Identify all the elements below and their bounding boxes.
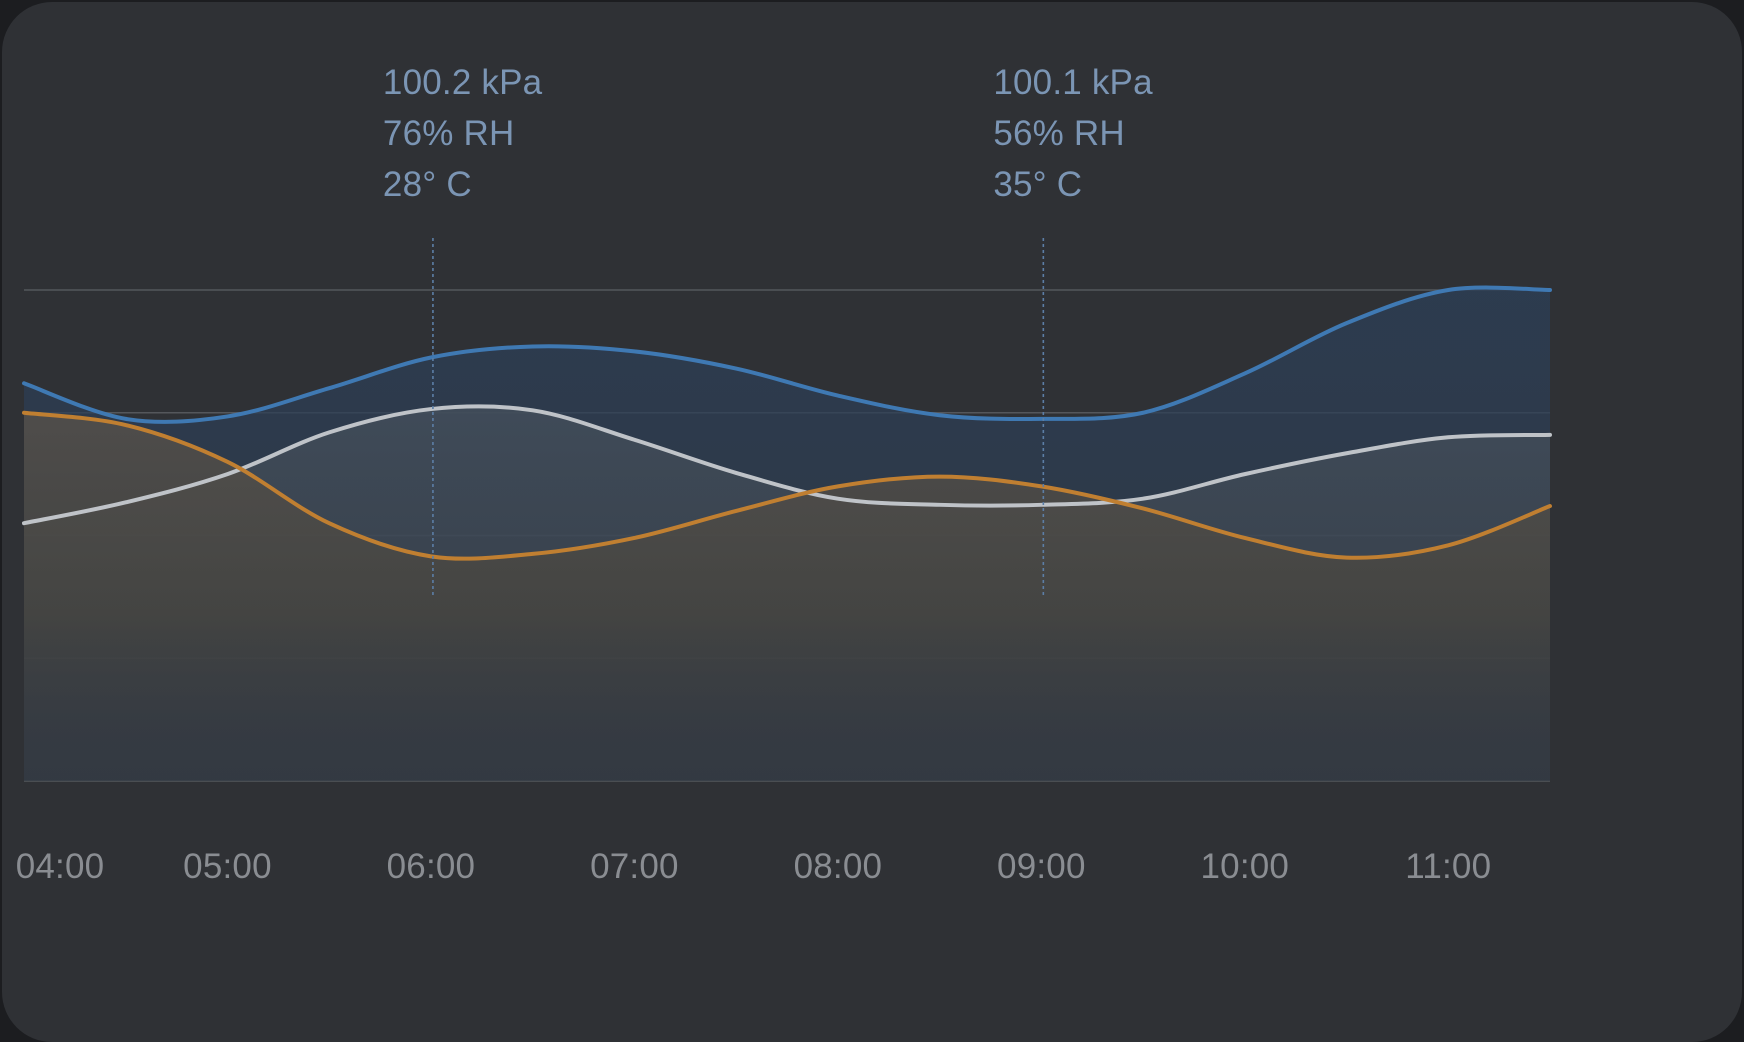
marker-2-readout-2: 56% RH bbox=[993, 114, 1125, 153]
marker-1-readout-3: 28° C bbox=[383, 165, 472, 204]
x-tick-label: 06:00 bbox=[387, 847, 476, 886]
series-lines bbox=[22, 285, 1552, 561]
x-tick-label: 08:00 bbox=[794, 847, 883, 886]
marker-1-readout-1: 100.2 kPa bbox=[383, 63, 543, 102]
x-axis-ticks: 04:00 05:00 06:00 07:00 08:00 09:00 10:00 11:00 bbox=[16, 847, 1491, 886]
x-tick-label: 05:00 bbox=[183, 847, 272, 886]
x-tick-label: 09:00 bbox=[997, 847, 1086, 886]
marker-2-readout-3: 35° C bbox=[993, 165, 1082, 204]
marker-1-readout-2: 76% RH bbox=[383, 114, 515, 153]
x-tick-label: 11:00 bbox=[1405, 847, 1491, 886]
marker-readouts: 100.2 kPa 76% RH 28° C 100.1 kPa 56% RH 35° C bbox=[383, 63, 1153, 204]
temperature-line bbox=[22, 410, 1552, 561]
chart: 100.2 kPa 76% RH 28° C 100.1 kPa 56% RH 35° C… bbox=[16, 63, 1552, 886]
temperature-area bbox=[24, 412, 1550, 781]
x-tick-label: 04:00 bbox=[16, 847, 105, 886]
series-areas bbox=[24, 287, 1550, 781]
humidity-line bbox=[22, 404, 1552, 526]
marker-2-readout-1: 100.1 kPa bbox=[993, 63, 1153, 102]
x-tick-label: 10:00 bbox=[1201, 847, 1290, 886]
x-tick-label: 07:00 bbox=[590, 847, 679, 886]
pressure-line bbox=[22, 285, 1552, 424]
